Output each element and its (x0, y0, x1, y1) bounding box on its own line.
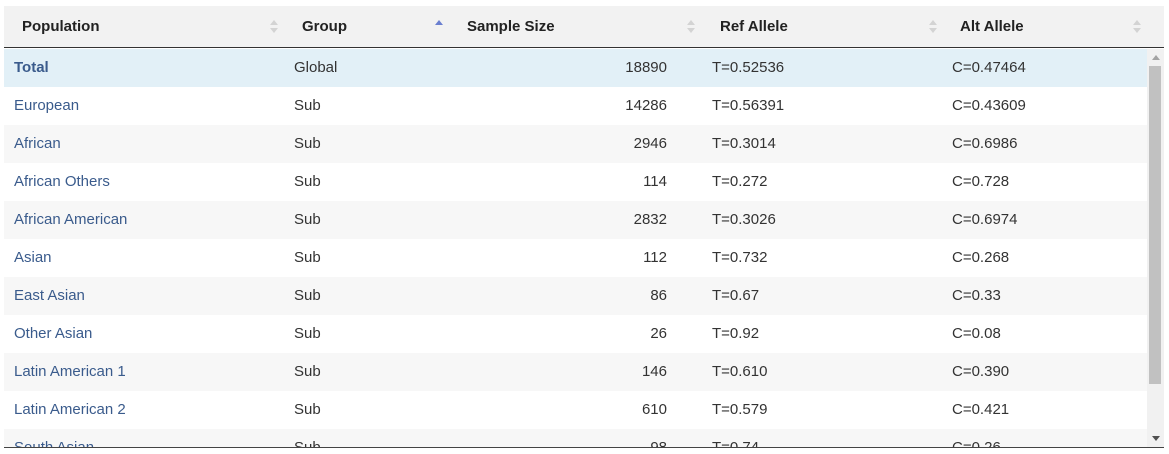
table-row: African American Sub 2832 T=0.3026 C=0.6… (4, 201, 1147, 239)
sort-alt-allele-icon[interactable] (1132, 18, 1142, 36)
ref-allele-cell: T=0.3026 (712, 211, 776, 228)
scrollbar-thumb[interactable] (1149, 66, 1161, 384)
sample-size-cell: 2946 (633, 135, 667, 152)
group-cell: Global (294, 59, 338, 76)
table-body: Total Global 18890 T=0.52536 C=0.47464 E… (4, 49, 1147, 447)
group-cell: Sub (294, 135, 321, 152)
group-cell: Sub (294, 363, 321, 380)
scroll-down-arrow-icon[interactable] (1152, 436, 1160, 441)
alt-allele-cell: C=0.26 (952, 429, 1001, 447)
population-link[interactable]: Asian (14, 249, 52, 266)
population-link[interactable]: African (14, 135, 61, 152)
sample-size-cell: 86 (650, 287, 667, 304)
ref-allele-cell: T=0.610 (712, 363, 768, 380)
ref-allele-cell: T=0.579 (712, 401, 768, 418)
population-table: Population Group Sample Size Ref Allele … (4, 6, 1164, 448)
group-cell: Sub (294, 97, 321, 114)
header-ref-allele[interactable]: Ref Allele (720, 6, 788, 48)
ref-allele-cell: T=0.272 (712, 173, 768, 190)
group-cell: Sub (294, 429, 321, 447)
ref-allele-cell: T=0.74 (712, 429, 759, 447)
sort-ascending-icon[interactable] (434, 18, 444, 36)
population-link[interactable]: Total (14, 59, 49, 76)
sort-sample-size-icon[interactable] (686, 18, 696, 36)
population-link[interactable]: Latin American 1 (14, 363, 126, 380)
header-alt-allele[interactable]: Alt Allele (960, 6, 1024, 48)
sample-size-cell: 14286 (625, 97, 667, 114)
sort-population-icon[interactable] (269, 18, 279, 36)
alt-allele-cell: C=0.6986 (952, 135, 1018, 152)
alt-allele-cell: C=0.728 (952, 173, 1010, 190)
table-row: Latin American 1 Sub 146 T=0.610 C=0.390 (4, 353, 1147, 391)
header-sample-size[interactable]: Sample Size (467, 6, 555, 48)
ref-allele-cell: T=0.52536 (712, 59, 785, 76)
header-alt-allele-label: Alt Allele (960, 18, 1024, 35)
population-link[interactable]: East Asian (14, 287, 85, 304)
table-row: Total Global 18890 T=0.52536 C=0.47464 (4, 49, 1147, 87)
table-header: Population Group Sample Size Ref Allele … (4, 6, 1164, 48)
group-cell: Sub (294, 287, 321, 304)
header-population-label: Population (22, 18, 100, 35)
table-row: Latin American 2 Sub 610 T=0.579 C=0.421 (4, 391, 1147, 429)
table-row: Asian Sub 112 T=0.732 C=0.268 (4, 239, 1147, 277)
sample-size-cell: 146 (641, 363, 667, 380)
alt-allele-cell: C=0.390 (952, 363, 1010, 380)
group-cell: Sub (294, 325, 321, 342)
sample-size-cell: 18890 (625, 59, 667, 76)
alt-allele-cell: C=0.421 (952, 401, 1010, 418)
ref-allele-cell: T=0.732 (712, 249, 768, 266)
header-ref-allele-label: Ref Allele (720, 18, 788, 35)
sample-size-cell: 112 (643, 249, 667, 266)
alt-allele-cell: C=0.47464 (952, 59, 1026, 76)
alt-allele-cell: C=0.33 (952, 287, 1001, 304)
population-link[interactable]: Latin American 2 (14, 401, 126, 418)
header-population[interactable]: Population (22, 6, 100, 48)
alt-allele-cell: C=0.268 (952, 249, 1010, 266)
table-row: Other Asian Sub 26 T=0.92 C=0.08 (4, 315, 1147, 353)
table-row: European Sub 14286 T=0.56391 C=0.43609 (4, 87, 1147, 125)
ref-allele-cell: T=0.56391 (712, 97, 785, 114)
sort-ref-allele-icon[interactable] (928, 18, 938, 36)
sample-size-cell: 98 (474, 429, 667, 447)
population-link[interactable]: South Asian (14, 429, 94, 447)
population-link[interactable]: African American (14, 211, 128, 228)
sample-size-cell: 114 (643, 173, 667, 190)
group-cell: Sub (294, 211, 321, 228)
ref-allele-cell: T=0.92 (712, 325, 760, 342)
table-row: East Asian Sub 86 T=0.67 C=0.33 (4, 277, 1147, 315)
population-link[interactable]: European (14, 97, 80, 114)
alt-allele-cell: C=0.6974 (952, 211, 1018, 228)
scroll-up-arrow-icon[interactable] (1152, 55, 1160, 60)
sample-size-cell: 26 (650, 325, 667, 342)
sample-size-cell: 2832 (633, 211, 667, 228)
sample-size-cell: 610 (641, 401, 667, 418)
population-link[interactable]: Other Asian (14, 325, 93, 342)
header-group-label: Group (302, 18, 347, 35)
group-cell: Sub (294, 173, 321, 190)
group-cell: Sub (294, 249, 321, 266)
alt-allele-cell: C=0.43609 (952, 97, 1026, 114)
table-row: African Others Sub 114 T=0.272 C=0.728 (4, 163, 1147, 201)
alt-allele-cell: C=0.08 (952, 325, 1001, 342)
ref-allele-cell: T=0.3014 (712, 135, 776, 152)
table-row: South Asian Sub 98 T=0.74 C=0.26 (4, 429, 1147, 447)
vertical-scrollbar[interactable] (1147, 49, 1164, 447)
group-cell: Sub (294, 401, 321, 418)
population-link[interactable]: African Others (14, 173, 110, 190)
table-row: African Sub 2946 T=0.3014 C=0.6986 (4, 125, 1147, 163)
header-group[interactable]: Group (302, 6, 347, 48)
header-sample-size-label: Sample Size (467, 18, 555, 35)
ref-allele-cell: T=0.67 (712, 287, 760, 304)
